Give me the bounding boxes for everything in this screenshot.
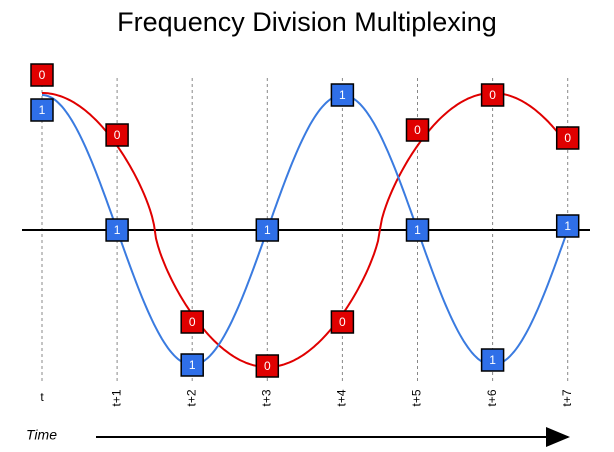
time-tick: t [40, 390, 44, 404]
red-bit: 0 [489, 88, 496, 102]
blue-bit-box [30, 98, 54, 122]
time-tick: t+4 [335, 389, 349, 406]
blue-bit: 1 [414, 223, 421, 237]
red-bit-box [30, 63, 54, 87]
blue-bit-box [405, 218, 430, 242]
time-tick: t+5 [410, 389, 424, 406]
red-bit: 0 [414, 123, 421, 137]
blue-bit: 1 [114, 223, 121, 237]
red-bit-box [405, 118, 430, 142]
red-bit-box [255, 354, 280, 378]
red-bit-box [330, 310, 355, 334]
blue-bit: 1 [339, 88, 346, 102]
blue-bit-box [105, 218, 129, 242]
red-bit: 0 [264, 359, 271, 373]
red-bit: 0 [189, 315, 196, 329]
blue-bit: 1 [39, 103, 46, 117]
time-tick: t+6 [485, 389, 499, 406]
blue-bit: 1 [264, 223, 271, 237]
red-bit: 0 [114, 128, 121, 142]
blue-bit: 1 [189, 358, 196, 372]
red-bit-box [105, 123, 129, 147]
blue-bit-box [180, 353, 204, 377]
blue-bit: 1 [564, 219, 571, 233]
blue-bit-box [480, 348, 505, 372]
blue-bit: 1 [489, 353, 496, 367]
red-bit: 0 [39, 68, 46, 82]
red-bit: 0 [564, 131, 571, 145]
axis-label: Time [26, 427, 57, 443]
blue-bit-box [255, 218, 280, 242]
red-bit-box [480, 83, 505, 107]
red-bit: 0 [339, 315, 346, 329]
blue-bit-box [555, 214, 580, 238]
time-tick: t+7 [560, 389, 574, 406]
blue-bit-box [330, 83, 355, 107]
time-tick: t+1 [109, 389, 123, 406]
time-tick: t+3 [259, 389, 273, 406]
time-tick: t+2 [184, 389, 198, 406]
red-bit-box [555, 126, 580, 150]
red-bit-box [180, 310, 204, 334]
title: Frequency Division Multiplexing [117, 7, 497, 37]
